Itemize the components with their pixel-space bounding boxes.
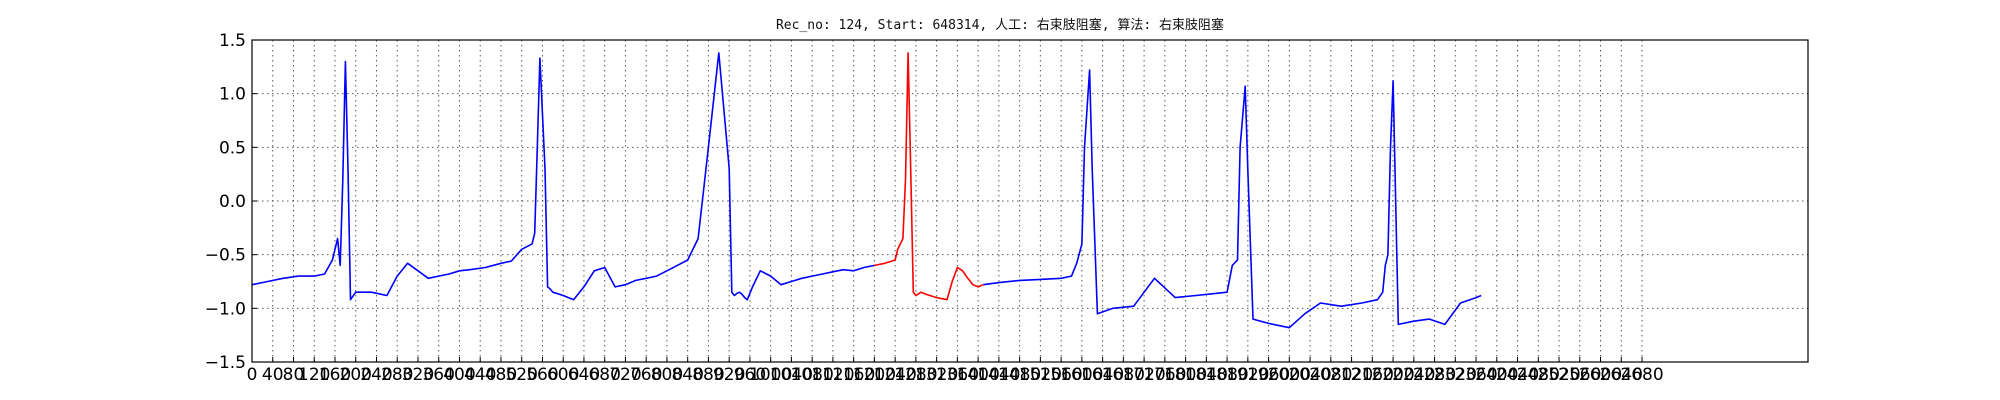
x-tick-label: 2200 [1371,365,1414,385]
x-tick-label: 1960 [1247,365,1290,385]
x-tick-label: 480 [485,365,517,385]
x-tick-label: 1720 [1122,365,1165,385]
x-tick-label: 1760 [1143,365,1186,385]
x-tick-label: 1080 [791,365,834,385]
x-tick-label: 1440 [977,365,1020,385]
y-tick-label: 1.5 [219,31,246,51]
x-tick-label: 720 [609,365,641,385]
x-tick-label: 2080 [1309,365,1352,385]
x-tick-label: 1800 [1164,365,1207,385]
series-line-1 [251,52,875,301]
x-tick-label: 880 [692,365,724,385]
y-tick-label: 0.5 [219,138,246,158]
x-tick-label: 2680 [1620,365,1663,385]
x-tick-label: 2240 [1392,365,1435,385]
x-tick-label: 840 [671,365,703,385]
x-tick-label: 1480 [998,365,1041,385]
x-tick-label: 800 [651,365,683,385]
x-tick-label: 440 [464,365,496,385]
x-tick-label: 2120 [1330,365,1373,385]
x-tick-label: 2160 [1351,365,1394,385]
x-tick-label: 1120 [811,365,854,385]
x-tick-label: 2600 [1579,365,1622,385]
x-tick-label: 1280 [894,365,937,385]
x-tick-label: 1000 [749,365,792,385]
x-tick-label: 2520 [1537,365,1580,385]
x-tick-label: 120 [298,365,330,385]
y-tick-label: −1.5 [205,353,246,373]
x-tick-label: 1560 [1039,365,1082,385]
series-line-3 [983,69,1482,329]
x-tick-label: 520 [505,365,537,385]
x-tick-label: 2560 [1558,365,1601,385]
x-tick-label: 1600 [1060,365,1103,385]
x-tick-label: 1640 [1081,365,1124,385]
x-tick-label: 2360 [1454,365,1497,385]
x-tick-label: 2000 [1268,365,1311,385]
x-tick-label: 1840 [1185,365,1228,385]
x-tick-label: 1040 [770,365,813,385]
series-line-2 [874,52,984,301]
x-tick-label: 280 [381,365,413,385]
x-tick-label: 920 [713,365,745,385]
x-tick-label: 600 [547,365,579,385]
x-tick-label: 1200 [853,365,896,385]
x-tick-label: 360 [422,365,454,385]
x-tick-label: 320 [402,365,434,385]
x-tick-label: 1320 [915,365,958,385]
y-tick-label: 0.0 [219,192,246,212]
x-tick-label: 1680 [1102,365,1145,385]
x-tick-label: 2640 [1600,365,1643,385]
x-tick-label: 1360 [936,365,979,385]
x-tick-label: 560 [526,365,558,385]
x-tick-label: 80 [283,365,305,385]
y-tick-label: −0.5 [205,246,246,266]
x-tick-label: 2320 [1434,365,1477,385]
axis-ticks: 1.51.00.50.0−0.5−1.0−1.50 40 8012016020024… [205,31,1664,385]
x-tick-label: 2440 [1496,365,1539,385]
x-tick-label: 2480 [1517,365,1560,385]
chart-title: Rec_no: 124, Start: 648314, 人工: 右束肢阻塞, 算… [776,17,1224,33]
x-tick-label: 1400 [957,365,1000,385]
x-tick-label: 760 [630,365,662,385]
x-tick-label: 960 [734,365,766,385]
x-tick-label: 2280 [1413,365,1456,385]
x-tick-label: 400 [443,365,475,385]
x-tick-label: 1880 [1205,365,1248,385]
x-tick-label: 1920 [1226,365,1269,385]
x-tick-label: 640 [568,365,600,385]
x-tick-label: 2040 [1288,365,1331,385]
x-tick-label: 200 [340,365,372,385]
x-tick-label: 1240 [874,365,917,385]
y-tick-label: 1.0 [219,85,246,105]
x-tick-label: 40 [262,365,284,385]
y-tick-label: −1.0 [205,299,246,319]
x-tick-label: 240 [360,365,392,385]
x-tick-label: 160 [319,365,351,385]
grid [252,40,1808,362]
x-tick-label: 1160 [832,365,875,385]
x-tick-label: 680 [588,365,620,385]
plot-frame [251,39,1809,363]
x-tick-label: 2400 [1475,365,1518,385]
x-tick-label: 0 [247,365,258,385]
series-group [251,52,1482,329]
x-tick-label: 1520 [1019,365,1062,385]
